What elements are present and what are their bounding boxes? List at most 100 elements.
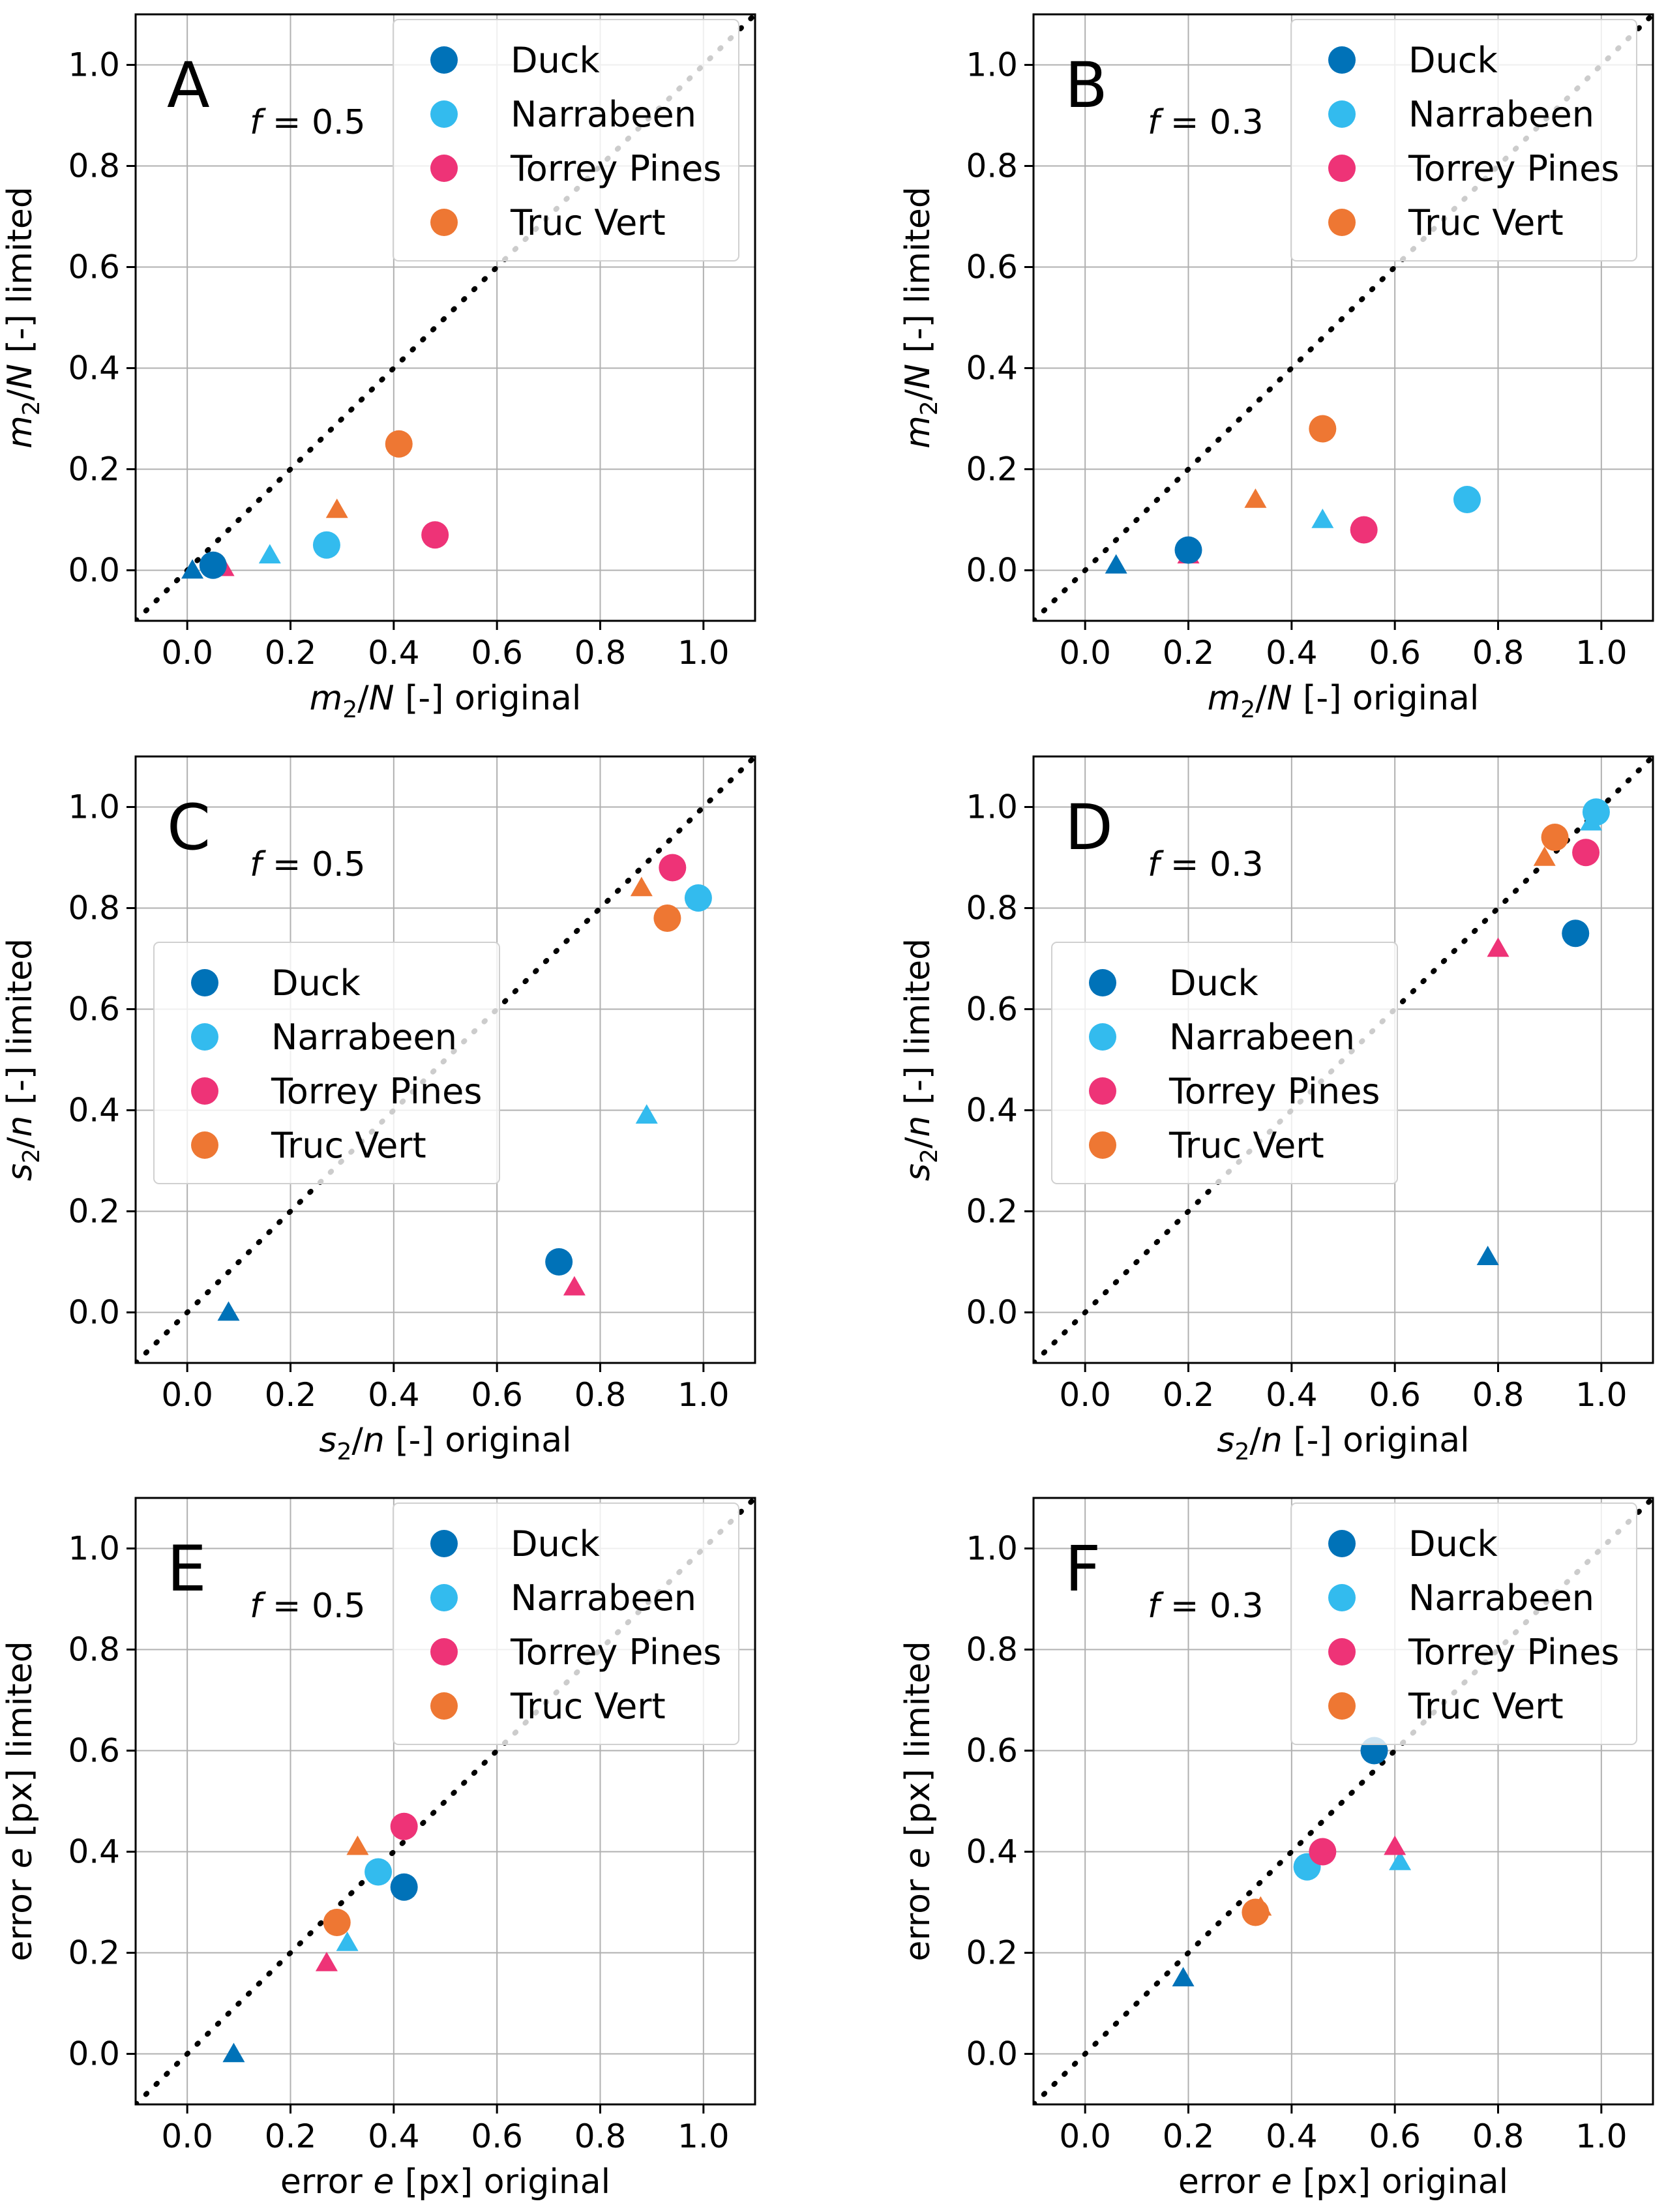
x-tick-label: 0.6 <box>1369 1376 1421 1414</box>
y-tick-label: 1.0 <box>966 1530 1018 1568</box>
legend-label: Narrabeen <box>1169 1017 1355 1058</box>
legend-marker <box>1328 1584 1356 1611</box>
markers <box>217 854 712 1321</box>
y-tick-label: 0.6 <box>68 991 120 1028</box>
identity-line <box>1034 1498 1653 2104</box>
x-tick-label: 0.8 <box>574 634 627 672</box>
circle-marker-duck <box>1562 919 1590 948</box>
identity-line <box>136 14 755 621</box>
y-axis-label: m2/N [-] limited <box>1 187 45 449</box>
x-tick-label: 0.2 <box>1163 2117 1215 2155</box>
legend-label: Torrey Pines <box>271 1071 482 1112</box>
legend-marker <box>430 1692 458 1720</box>
legend-label: Torrey Pines <box>1168 1071 1380 1112</box>
legend-marker <box>1089 1077 1116 1105</box>
triangle-marker-narrabeen <box>336 1932 359 1951</box>
x-tick-label: 0.2 <box>265 2117 317 2155</box>
legend-marker <box>1328 1530 1356 1557</box>
legend-marker <box>1328 1692 1356 1720</box>
circle-marker-truc-vert <box>1541 824 1569 851</box>
legend-label: Truc Vert <box>510 202 666 243</box>
y-tick-label: 0.8 <box>68 889 120 927</box>
x-tick-label: 1.0 <box>677 2117 730 2155</box>
y-tick-label: 1.0 <box>68 1530 120 1568</box>
markers <box>222 1812 418 2063</box>
legend-label: Truc Vert <box>271 1125 426 1166</box>
circle-marker-torrey-pines <box>421 521 449 549</box>
circle-marker-torrey-pines <box>390 1812 418 1840</box>
legend-marker <box>430 209 458 236</box>
triangle-marker-torrey-pines <box>1384 1835 1406 1855</box>
x-tick-label: 0.2 <box>1163 634 1215 672</box>
x-tick-label: 0.8 <box>574 2117 627 2155</box>
legend-marker <box>1328 100 1356 128</box>
x-axis-label: m2/N [-] original <box>1208 679 1480 723</box>
legend-marker <box>191 1023 218 1051</box>
y-tick-label: 0.0 <box>966 1294 1018 1332</box>
triangle-marker-narrabeen <box>1311 509 1334 528</box>
x-tick-label: 0.6 <box>1369 634 1421 672</box>
y-tick-label: 1.0 <box>68 46 120 84</box>
y-tick-label: 0.6 <box>966 991 1018 1028</box>
f-annotation: f = 0.3 <box>1148 1587 1264 1626</box>
markers <box>1476 798 1610 1265</box>
y-tick-label: 0.6 <box>68 1732 120 1770</box>
circle-marker-narrabeen <box>1453 486 1481 513</box>
grid <box>1034 1498 1653 2104</box>
triangle-marker-duck <box>1105 554 1127 574</box>
x-tick-label: 0.6 <box>471 1376 523 1414</box>
x-tick-label: 1.0 <box>677 634 730 672</box>
y-tick-label: 0.2 <box>966 1193 1018 1231</box>
triangle-marker-narrabeen <box>635 1104 658 1124</box>
plot-frame <box>134 13 756 622</box>
legend-label: Narrabeen <box>1408 1577 1594 1619</box>
markers <box>1172 1737 1412 1986</box>
y-tick-label: 0.2 <box>68 1193 120 1231</box>
legend-marker <box>1328 46 1356 74</box>
y-axis-label: s2/n [-] limited <box>1 938 45 1181</box>
legend-marker <box>1328 1638 1356 1666</box>
f-annotation: f = 0.5 <box>250 1587 366 1626</box>
y-tick-label: 0.4 <box>68 1833 120 1871</box>
y-tick-label: 0.0 <box>68 2035 120 2073</box>
legend-label: Truc Vert <box>510 1686 666 1727</box>
panel-a: 0.0 0.0 0.2 0.2 0.4 0.4 0.6 0.6 0.8 0.8 1.0 1.0 m2/N… <box>1 13 756 723</box>
x-tick-label: 0.0 <box>161 634 213 672</box>
y-tick-label: 0.8 <box>966 889 1018 927</box>
circle-marker-torrey-pines <box>1350 516 1378 544</box>
markers <box>181 430 449 579</box>
triangle-marker-narrabeen <box>1389 1851 1412 1870</box>
circle-marker-truc-vert <box>1242 1898 1270 1926</box>
legend-label: Torrey Pines <box>1408 148 1619 189</box>
y-axis-label: m2/N [-] limited <box>899 187 943 449</box>
identity-line <box>1034 14 1653 621</box>
f-annotation: f = 0.5 <box>250 103 366 142</box>
circle-marker-torrey-pines <box>659 854 687 882</box>
y-tick-label: 0.8 <box>966 1631 1018 1669</box>
y-tick-label: 0.6 <box>68 248 120 286</box>
legend-marker <box>191 969 218 996</box>
legend: Duck Narrabeen Torrey Pines Truc Vert <box>393 19 739 262</box>
plot-frame <box>134 755 756 1364</box>
circle-marker-torrey-pines <box>1309 1838 1337 1866</box>
x-tick-label: 1.0 <box>1575 1376 1628 1414</box>
x-tick-label: 0.2 <box>265 1376 317 1414</box>
x-tick-label: 0.6 <box>1369 2117 1421 2155</box>
x-tick-label: 0.8 <box>574 1376 627 1414</box>
legend-marker <box>191 1131 218 1159</box>
x-axis-label: error e [px] original <box>280 2162 610 2202</box>
y-tick-label: 1.0 <box>966 788 1018 826</box>
y-tick-label: 0.2 <box>966 451 1018 488</box>
plot-frame <box>1032 755 1654 1364</box>
circle-marker-narrabeen <box>312 531 340 559</box>
triangle-marker-truc-vert <box>325 498 348 518</box>
x-tick-label: 0.2 <box>1163 1376 1215 1414</box>
legend-marker <box>430 1638 458 1666</box>
circle-marker-truc-vert <box>323 1909 351 1936</box>
circle-marker-narrabeen <box>364 1858 393 1886</box>
legend-label: Duck <box>1408 1523 1498 1564</box>
x-tick-label: 0.4 <box>1266 1376 1318 1414</box>
circle-marker-duck <box>545 1248 573 1276</box>
triangle-marker-torrey-pines <box>1487 937 1510 957</box>
x-tick-label: 0.4 <box>1266 634 1318 672</box>
